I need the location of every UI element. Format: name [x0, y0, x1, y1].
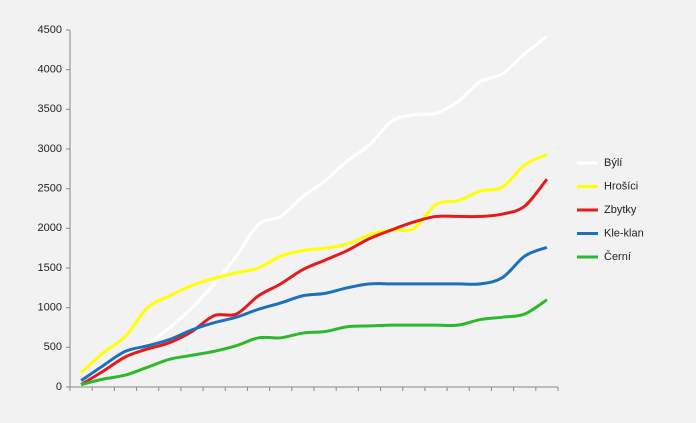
legend-label: Kle-klan: [604, 227, 644, 239]
y-tick-label: 1500: [38, 262, 62, 274]
y-tick-label: 500: [44, 341, 62, 353]
y-tick-label: 3500: [38, 103, 62, 115]
legend-label: Býlí: [604, 157, 622, 169]
y-tick-label: 1000: [38, 302, 62, 314]
series-line: [80, 35, 548, 385]
legend-label: Černí: [604, 250, 631, 263]
y-tick-label: 2000: [38, 222, 62, 234]
y-tick-label: 4000: [38, 64, 62, 76]
series-line: [80, 245, 548, 382]
y-tick-label: 4500: [38, 24, 62, 36]
y-tick-label: 2500: [38, 183, 62, 195]
series-line: [80, 178, 549, 386]
legend-label: Hrošíci: [604, 180, 638, 192]
legend-label: Zbytky: [604, 204, 637, 216]
series-line: [80, 153, 548, 374]
y-tick-label: 0: [56, 381, 62, 393]
series-line: [80, 298, 548, 387]
y-tick-label: 3000: [38, 143, 62, 155]
